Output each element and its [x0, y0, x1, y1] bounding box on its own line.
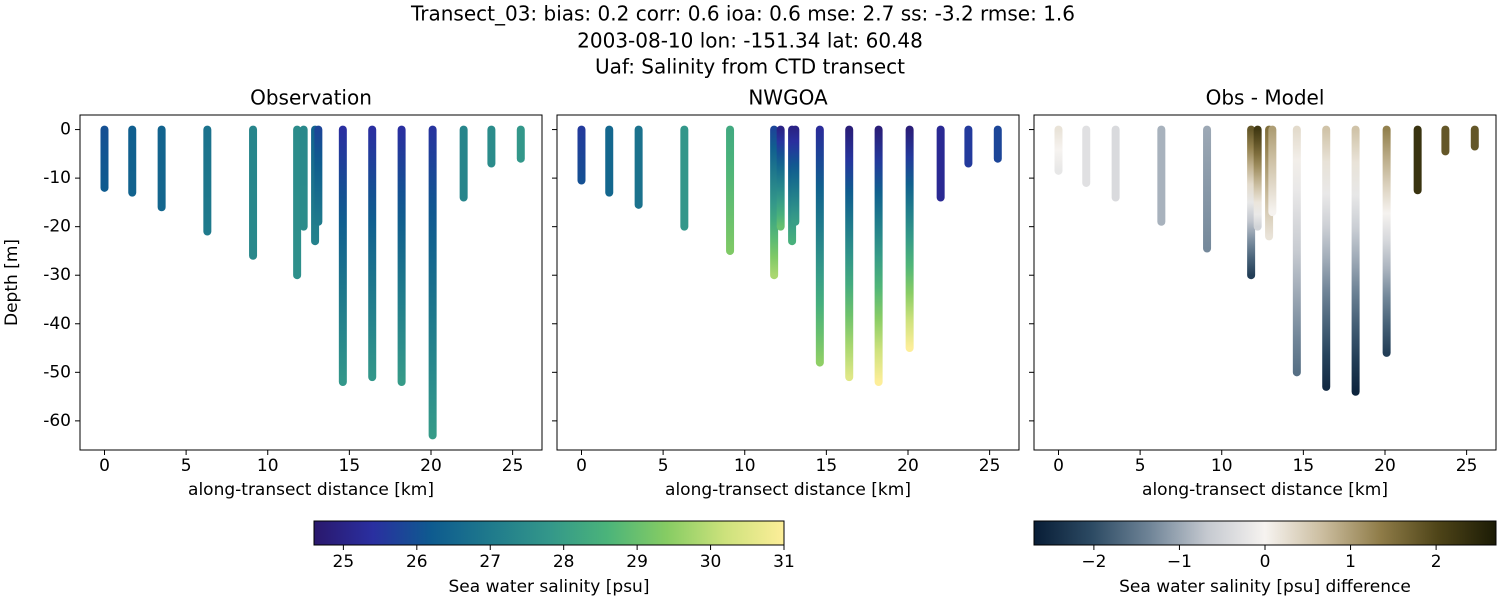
- colorbar-tick-label: 29: [626, 552, 648, 572]
- x-tick-label: 25: [1456, 456, 1478, 476]
- colorbar-tick-label: 27: [479, 552, 501, 572]
- y-tick-label: 0: [60, 120, 71, 140]
- axes-frame: [556, 114, 1020, 451]
- x-tick-label: 20: [897, 456, 919, 476]
- x-tick-label: 20: [1374, 456, 1396, 476]
- colorbar: [313, 520, 785, 546]
- colorbar-tick-label: 26: [406, 552, 428, 572]
- x-tick-label: 5: [181, 456, 192, 476]
- y-tick-label: -60: [43, 411, 71, 431]
- colorbar-tick-label: 31: [773, 552, 795, 572]
- colorbar-tick-label: 25: [333, 552, 355, 572]
- x-tick-label: 25: [979, 456, 1001, 476]
- y-tick-label: -20: [43, 217, 71, 237]
- axes-frame: [79, 114, 543, 451]
- x-tick-label: 15: [1293, 456, 1315, 476]
- x-axis-label: along-transect distance [km]: [665, 480, 911, 500]
- x-tick-label: 5: [658, 456, 669, 476]
- figure-title: Transect_03: bias: 0.2 corr: 0.6 ioa: 0.…: [410, 2, 1075, 26]
- y-tick-label: -40: [43, 314, 71, 334]
- axes-frame: [1033, 114, 1497, 451]
- panel-title: NWGOA: [748, 86, 828, 110]
- colorbar-tick-label: 0: [1260, 552, 1271, 572]
- colorbar-label: Sea water salinity [psu]: [449, 577, 650, 597]
- y-tick-label: -10: [43, 168, 71, 188]
- x-tick-label: 0: [1053, 456, 1064, 476]
- colorbar-tick-label: 2: [1431, 552, 1442, 572]
- x-tick-label: 15: [816, 456, 838, 476]
- colorbar-tick-label: 28: [553, 552, 575, 572]
- y-tick-label: -50: [43, 362, 71, 382]
- x-axis-label: along-transect distance [km]: [1142, 480, 1388, 500]
- x-tick-label: 10: [1211, 456, 1233, 476]
- panel-title: Observation: [250, 86, 372, 110]
- x-tick-label: 5: [1135, 456, 1146, 476]
- figure-title: Uaf: Salinity from CTD transect: [595, 55, 905, 79]
- x-tick-label: 10: [734, 456, 756, 476]
- colorbar-tick-label: 1: [1345, 552, 1356, 572]
- x-axis-label: along-transect distance [km]: [188, 480, 434, 500]
- colorbar-label: Sea water salinity [psu] difference: [1119, 577, 1411, 597]
- x-tick-label: 20: [420, 456, 442, 476]
- x-tick-label: 25: [502, 456, 524, 476]
- x-tick-label: 0: [576, 456, 587, 476]
- colorbar: [1033, 520, 1497, 546]
- colorbar-tick-label: 30: [700, 552, 722, 572]
- x-tick-label: 10: [257, 456, 279, 476]
- colorbar-tick-label: −2: [1081, 552, 1106, 572]
- x-tick-label: 15: [339, 456, 361, 476]
- y-axis-label: Depth [m]: [2, 239, 22, 326]
- colorbar-tick-label: −1: [1167, 552, 1192, 572]
- y-tick-label: -30: [43, 265, 71, 285]
- panel-title: Obs - Model: [1206, 86, 1325, 110]
- x-tick-label: 0: [99, 456, 110, 476]
- figure-title: 2003-08-10 lon: -151.34 lat: 60.48: [577, 29, 923, 53]
